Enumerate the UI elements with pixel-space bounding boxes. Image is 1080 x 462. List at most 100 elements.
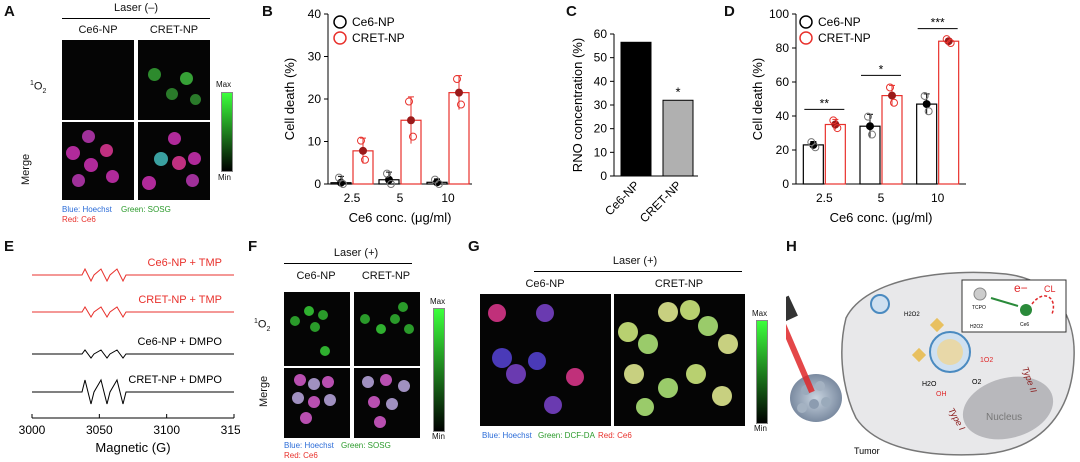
panel-a-header: Laser (–) bbox=[113, 2, 159, 14]
panel-a-img-cret-1o2 bbox=[138, 40, 210, 120]
panel-g-scale-max: Max bbox=[752, 309, 768, 318]
y-tick-label: 100 bbox=[769, 7, 789, 21]
mean-point bbox=[455, 88, 463, 97]
label-h2o2-inset: H2O2 bbox=[970, 324, 983, 330]
label-nucleus: Nucleus bbox=[986, 412, 1022, 423]
panel-a-scale-max: Max bbox=[216, 80, 232, 89]
replicate-point bbox=[924, 107, 933, 116]
replicate-point bbox=[361, 155, 369, 164]
replicate-point bbox=[920, 91, 929, 100]
replicate-point bbox=[339, 180, 347, 188]
replicate-point bbox=[357, 136, 365, 145]
replicate-point bbox=[829, 116, 838, 125]
label-electron: e− bbox=[1014, 281, 1028, 295]
panel-a-label: A bbox=[4, 3, 15, 20]
bar-cret-np bbox=[881, 94, 903, 185]
panel-f-scale-min: Min bbox=[432, 432, 445, 441]
label-h2o: H2O bbox=[922, 381, 937, 388]
legend-marker bbox=[799, 31, 813, 45]
panel-e-label: E bbox=[4, 238, 15, 255]
y-tick-label: 40 bbox=[776, 109, 790, 123]
panel-h-label: H bbox=[786, 238, 797, 255]
panel-g-col-cret: CRET-NP bbox=[654, 278, 704, 290]
nanoparticle-icon bbox=[870, 294, 890, 314]
replicate-point bbox=[886, 83, 894, 92]
panel-f-img-ce6-merge bbox=[284, 368, 350, 438]
x-tick-label: 2.5 bbox=[344, 191, 361, 205]
panel-g-colorbar bbox=[756, 320, 768, 424]
panel-f-col-cret: CRET-NP bbox=[361, 270, 411, 282]
panel-f-img-cret-1o2 bbox=[354, 292, 420, 366]
panel-a-colorbar bbox=[221, 92, 233, 172]
panel-e-epr: Ce6-NP + TMP CRET-NP + TMP Ce6-NP + DMPO CR… bbox=[19, 257, 240, 455]
panel-f-colorbar bbox=[433, 308, 445, 432]
x-tick-label: 10 bbox=[441, 191, 455, 205]
x-tick-label: 3150 bbox=[221, 423, 240, 437]
y-tick-label: 20 bbox=[594, 122, 608, 136]
mean-point bbox=[385, 175, 393, 184]
y-tick-label: 0 bbox=[782, 177, 789, 191]
x-tick-label: CRET-NP bbox=[637, 178, 684, 225]
bar-ce6-np bbox=[620, 41, 652, 177]
bar-cret-np bbox=[938, 40, 960, 185]
y-axis-title: Cell death (%) bbox=[750, 58, 765, 140]
label-tcpo: TCPO bbox=[972, 305, 986, 311]
panel-f-label: F bbox=[248, 238, 258, 255]
significance-label: * bbox=[879, 62, 884, 76]
y-tick-label: 60 bbox=[776, 75, 790, 89]
panel-f-header: Laser (+) bbox=[333, 247, 379, 259]
panel-a-header-rule bbox=[62, 18, 210, 19]
panel-a-img-cret-merge bbox=[138, 122, 210, 200]
panel-g-legend-blue: Blue: Hoechst bbox=[482, 431, 532, 440]
panel-f-row-merge: Merge bbox=[258, 375, 270, 407]
nucleus bbox=[962, 376, 1054, 440]
epr-trace bbox=[32, 378, 234, 405]
legend-marker bbox=[799, 15, 813, 29]
legend-label: Ce6-NP bbox=[818, 15, 861, 29]
panel-a-legend-green: Green: SOSG bbox=[121, 205, 171, 214]
label-h2o2-cell: H2O2 bbox=[904, 312, 920, 318]
panel-g-header-rule bbox=[534, 271, 742, 272]
significance-label: * bbox=[675, 84, 680, 99]
replicate-point bbox=[335, 173, 343, 182]
replicate-point bbox=[811, 143, 820, 152]
panel-a-legend-red: Red: Ce6 bbox=[62, 215, 96, 224]
x-tick-label: 3100 bbox=[153, 423, 180, 437]
replicate-point bbox=[833, 124, 842, 133]
x-tick-label: 2.5 bbox=[816, 191, 833, 205]
panel-a-row-1o2: 1O2 bbox=[30, 80, 47, 95]
y-tick-label: 10 bbox=[594, 145, 608, 159]
panel-a-row-merge: Merge bbox=[20, 153, 32, 185]
label-o2: O2 bbox=[972, 379, 981, 386]
x-tick-label: 10 bbox=[931, 191, 945, 205]
replicate-point bbox=[383, 169, 391, 178]
y-axis-title: Cell death (%) bbox=[282, 58, 297, 140]
x-tick-label: 5 bbox=[878, 191, 885, 205]
mean-point bbox=[944, 37, 953, 46]
y-tick-label: 0 bbox=[600, 169, 607, 183]
mean-point bbox=[359, 146, 367, 155]
y-tick-label: 0 bbox=[314, 177, 321, 191]
y-tick-label: 60 bbox=[594, 27, 608, 41]
bar-ce6-np bbox=[802, 144, 824, 185]
x-axis-title: Ce6 conc. (μg/ml) bbox=[830, 210, 933, 225]
bar-cret-np bbox=[824, 123, 846, 185]
panel-f-col-ce6: Ce6-NP bbox=[296, 270, 336, 282]
tumor-cluster bbox=[790, 374, 842, 422]
panel-f-legend-green: Green: SOSG bbox=[341, 441, 391, 450]
label-oh: OH bbox=[936, 391, 947, 398]
legend-label: CRET-NP bbox=[352, 31, 405, 45]
y-tick-label: 40 bbox=[594, 74, 608, 88]
label-cl: CL bbox=[1044, 284, 1056, 294]
replicate-point bbox=[868, 130, 876, 139]
replicate-point bbox=[387, 180, 395, 188]
panel-a-img-ce6-1o2 bbox=[62, 40, 134, 120]
replicate-point bbox=[807, 138, 816, 147]
panel-g-img-cret bbox=[614, 294, 745, 426]
chart-b: 0 10 20 30 40 2.5 5 10 Ce6-NP CRET-NP Ce6 conc. (μ… bbox=[282, 7, 472, 225]
panel-g-img-ce6 bbox=[480, 294, 611, 426]
laser-beam bbox=[786, 323, 815, 394]
y-tick-label: 80 bbox=[776, 41, 790, 55]
panel-f-img-ce6-1o2 bbox=[284, 292, 350, 366]
label-tumor: Tumor bbox=[854, 446, 880, 456]
